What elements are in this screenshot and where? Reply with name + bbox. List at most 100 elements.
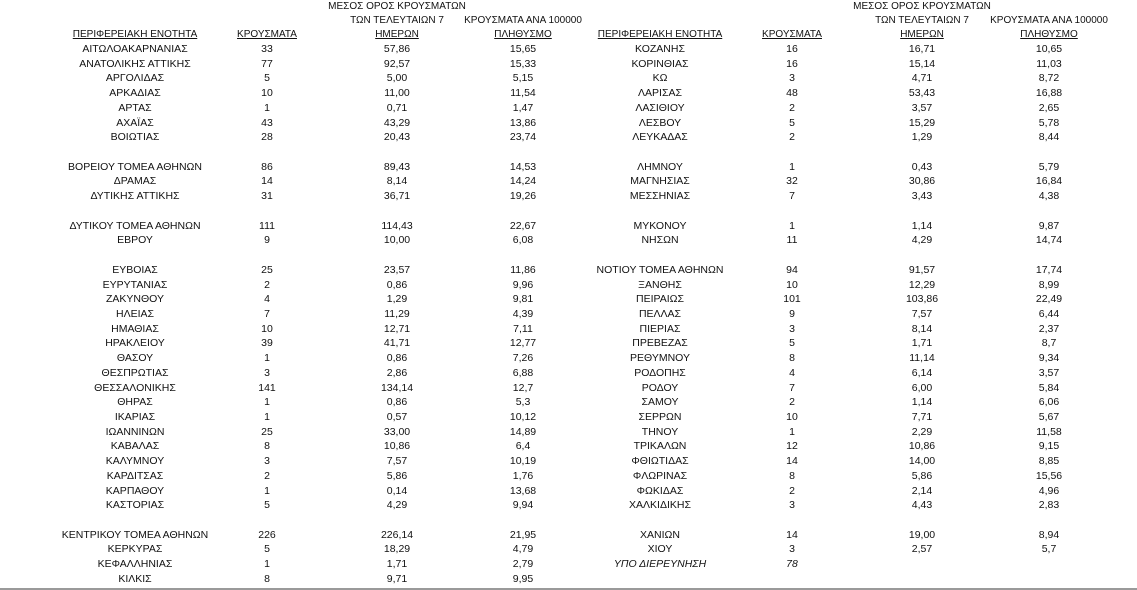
- cell-value: 1: [789, 219, 795, 232]
- region-name: ΣΑΜΟΥ: [641, 396, 679, 409]
- region-name: ΦΘΙΩΤΙΔΑΣ: [631, 455, 689, 468]
- region-name: ΗΜΑΘΙΑΣ: [111, 322, 159, 335]
- cell-value: 5,79: [1038, 160, 1060, 173]
- cell-value: 14,74: [1035, 234, 1063, 247]
- cell-value: 8: [264, 440, 270, 453]
- region-name: ΔΡΑΜΑΣ: [113, 175, 157, 188]
- cell-value: 9,87: [1038, 219, 1060, 232]
- region-name: ΛΗΜΝΟΥ: [637, 160, 683, 173]
- region-name: ΑΡΚΑΔΙΑΣ: [109, 87, 161, 100]
- region-name: ΚΕΦΑΛΛΗΝΙΑΣ: [97, 558, 173, 571]
- cell-value: 2: [264, 469, 270, 482]
- cell-value: 11,29: [384, 307, 410, 320]
- cell-value: 1,14: [911, 396, 933, 409]
- cell-value: 11,86: [510, 263, 536, 276]
- cell-value: 1,71: [911, 337, 933, 350]
- cell-value: 16: [786, 57, 798, 70]
- cell-value: 10,00: [383, 234, 411, 247]
- cell-value: 5,84: [1038, 381, 1060, 394]
- region-name: ΛΕΥΚΑΔΑΣ: [632, 131, 688, 144]
- cell-value: 3,57: [1038, 366, 1060, 379]
- region-name: ΠΕΙΡΑΙΩΣ: [636, 293, 684, 306]
- cell-value: 15,29: [908, 116, 936, 129]
- cell-value: 141: [258, 381, 276, 394]
- region-name: ΚΩ: [652, 72, 668, 85]
- column-header: ΤΩΝ ΤΕΛΕΥΤΑΙΩΝ 7: [350, 15, 444, 26]
- region-name: ΤΡΙΚΑΛΩΝ: [633, 440, 687, 453]
- cell-value: 14,00: [908, 455, 936, 468]
- cell-value: 8,72: [1038, 72, 1060, 85]
- column-header: ΗΜΕΡΩΝ: [900, 29, 944, 40]
- cell-value: 5,00: [386, 72, 408, 85]
- cell-value: 226: [258, 528, 276, 541]
- cell-value: 7: [789, 190, 795, 203]
- region-name: ΞΑΝΘΗΣ: [638, 278, 682, 291]
- cell-value: 43,29: [383, 116, 411, 129]
- cell-value: 8,14: [386, 175, 408, 188]
- cell-value: 1: [264, 352, 270, 365]
- cell-value: 12: [786, 440, 798, 453]
- region-name: ΚΑΒΑΛΑΣ: [110, 440, 160, 453]
- cell-value: 7,11: [513, 322, 533, 335]
- cell-value: 8,14: [911, 322, 933, 335]
- column-header: ΚΡΟΥΣΜΑΤΑ: [762, 29, 822, 40]
- cell-value: 4,71: [911, 72, 933, 85]
- region-name: ΚΟΖΑΝΗΣ: [635, 43, 685, 55]
- cell-value: 4,29: [911, 234, 933, 247]
- cell-value: 10: [786, 278, 798, 291]
- cell-value: 4,43: [911, 499, 933, 512]
- cell-value: 5: [264, 499, 270, 512]
- cell-value: 5: [264, 543, 270, 556]
- cell-value: 94: [786, 263, 798, 276]
- column-header: ΠΕΡΙΦΕΡΕΙΑΚΗ ΕΝΟΤΗΤΑ: [597, 29, 723, 40]
- cell-value: 1: [789, 425, 795, 438]
- cell-value: 8,94: [1038, 528, 1060, 541]
- cell-value: 11: [786, 234, 798, 247]
- cell-value: 101: [783, 293, 801, 306]
- cell-value: 11,03: [1036, 57, 1062, 70]
- cell-value: 5,15: [512, 72, 534, 85]
- cell-value: 22,67: [509, 219, 537, 232]
- cell-value: 12,77: [509, 337, 537, 350]
- cell-value: 78: [786, 558, 798, 571]
- cell-value: 3,43: [911, 190, 933, 203]
- region-name: ΙΚΑΡΙΑΣ: [114, 411, 156, 423]
- region-name: ΡΟΔΟΥ: [641, 381, 679, 394]
- cell-value: 11,58: [1036, 425, 1062, 438]
- cell-value: 25: [261, 425, 273, 438]
- cell-value: 39: [261, 337, 273, 350]
- cell-value: 16,88: [1035, 87, 1063, 100]
- cell-value: 226,14: [380, 528, 414, 541]
- cell-value: 0,86: [386, 396, 408, 409]
- region-name: ΚΑΣΤΟΡΙΑΣ: [105, 499, 165, 512]
- region-name: ΤΗΝΟΥ: [641, 425, 679, 438]
- cell-value: 10,65: [1035, 43, 1063, 55]
- region-name: ΚΙΛΚΙΣ: [118, 572, 152, 585]
- cell-value: 13,86: [509, 116, 537, 129]
- region-name: ΙΩΑΝΝΙΝΩΝ: [105, 425, 165, 438]
- region-name: ΗΛΕΙΑΣ: [115, 307, 155, 320]
- region-name: ΜΕΣΣΗΝΙΑΣ: [629, 190, 691, 203]
- cell-value: 0,71: [386, 101, 408, 114]
- cell-value: 1: [264, 411, 270, 423]
- region-name: ΦΩΚΙΔΑΣ: [636, 484, 684, 497]
- cell-value: 15,33: [509, 57, 537, 70]
- cell-value: 91,57: [908, 263, 936, 276]
- cell-value: 10: [786, 411, 798, 423]
- cell-value: 3: [789, 499, 795, 512]
- region-name: ΕΒΡΟΥ: [117, 234, 153, 247]
- cell-value: 0,43: [911, 160, 933, 173]
- region-name: ΒΟΙΩΤΙΑΣ: [110, 131, 160, 144]
- cell-value: 0,86: [386, 352, 408, 365]
- cell-value: 1: [264, 101, 270, 114]
- cell-value: 30,86: [908, 175, 936, 188]
- cell-value: 2: [789, 101, 795, 114]
- cell-value: 1,71: [386, 558, 408, 571]
- cell-value: 8,44: [1038, 131, 1060, 144]
- cell-value: 19,00: [908, 528, 936, 541]
- cell-value: 10,86: [383, 440, 411, 453]
- cell-value: 2,14: [911, 484, 933, 497]
- region-name: ΠΕΛΛΑΣ: [638, 307, 682, 320]
- cell-value: 20,43: [383, 131, 411, 144]
- cell-value: 4,29: [386, 499, 408, 512]
